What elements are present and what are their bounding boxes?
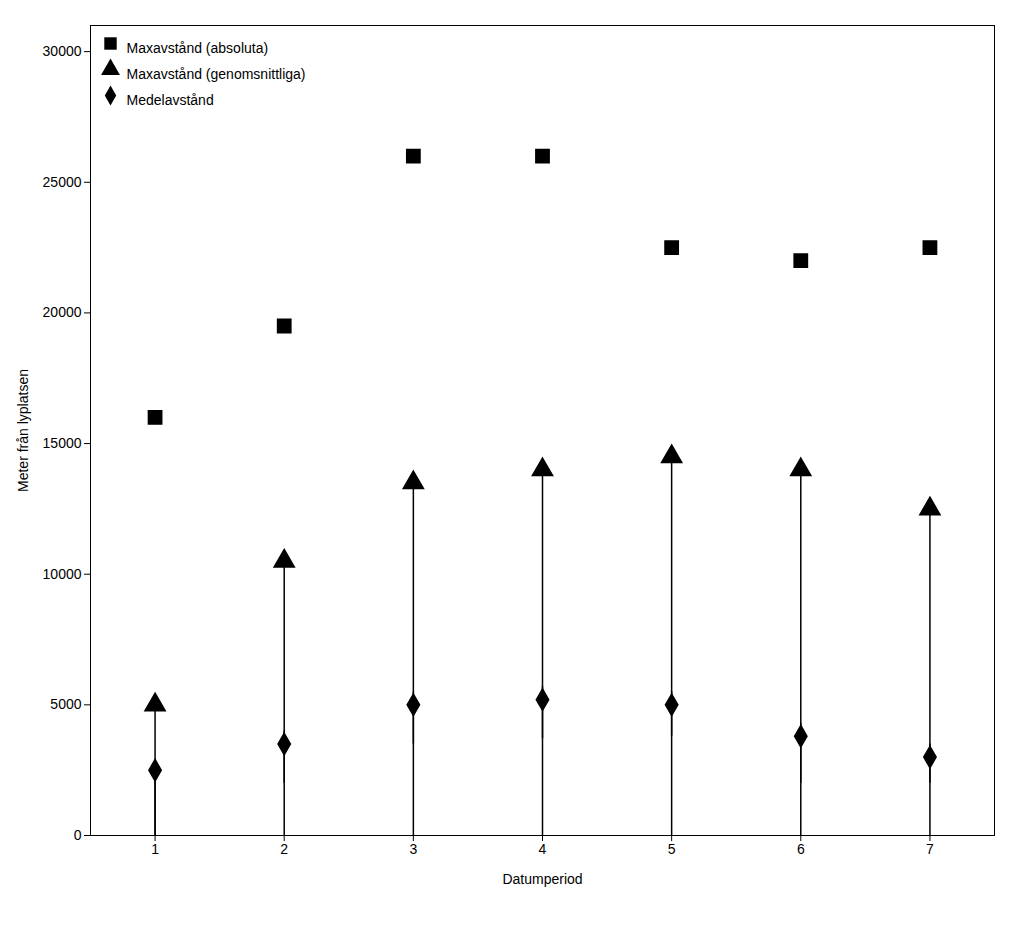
svg-text:10000: 10000: [43, 566, 82, 582]
svg-text:6: 6: [797, 841, 805, 857]
svg-text:2: 2: [280, 841, 288, 857]
svg-text:Datumperiod: Datumperiod: [502, 871, 582, 887]
svg-text:7: 7: [926, 841, 934, 857]
svg-text:0: 0: [74, 827, 82, 843]
svg-text:Medelavstånd: Medelavstånd: [127, 92, 214, 108]
svg-text:Maxavstånd (genomsnittliga): Maxavstånd (genomsnittliga): [127, 66, 306, 82]
svg-text:20000: 20000: [43, 304, 82, 320]
svg-text:25000: 25000: [43, 174, 82, 190]
svg-text:3: 3: [409, 841, 417, 857]
svg-text:15000: 15000: [43, 435, 82, 451]
svg-text:4: 4: [539, 841, 547, 857]
svg-text:1: 1: [151, 841, 159, 857]
svg-text:5000: 5000: [50, 696, 81, 712]
svg-text:30000: 30000: [43, 43, 82, 59]
svg-text:Meter från lyplatsen: Meter från lyplatsen: [15, 369, 31, 492]
svg-text:Maxavstånd (absoluta): Maxavstånd (absoluta): [127, 40, 269, 56]
svg-text:5: 5: [668, 841, 676, 857]
